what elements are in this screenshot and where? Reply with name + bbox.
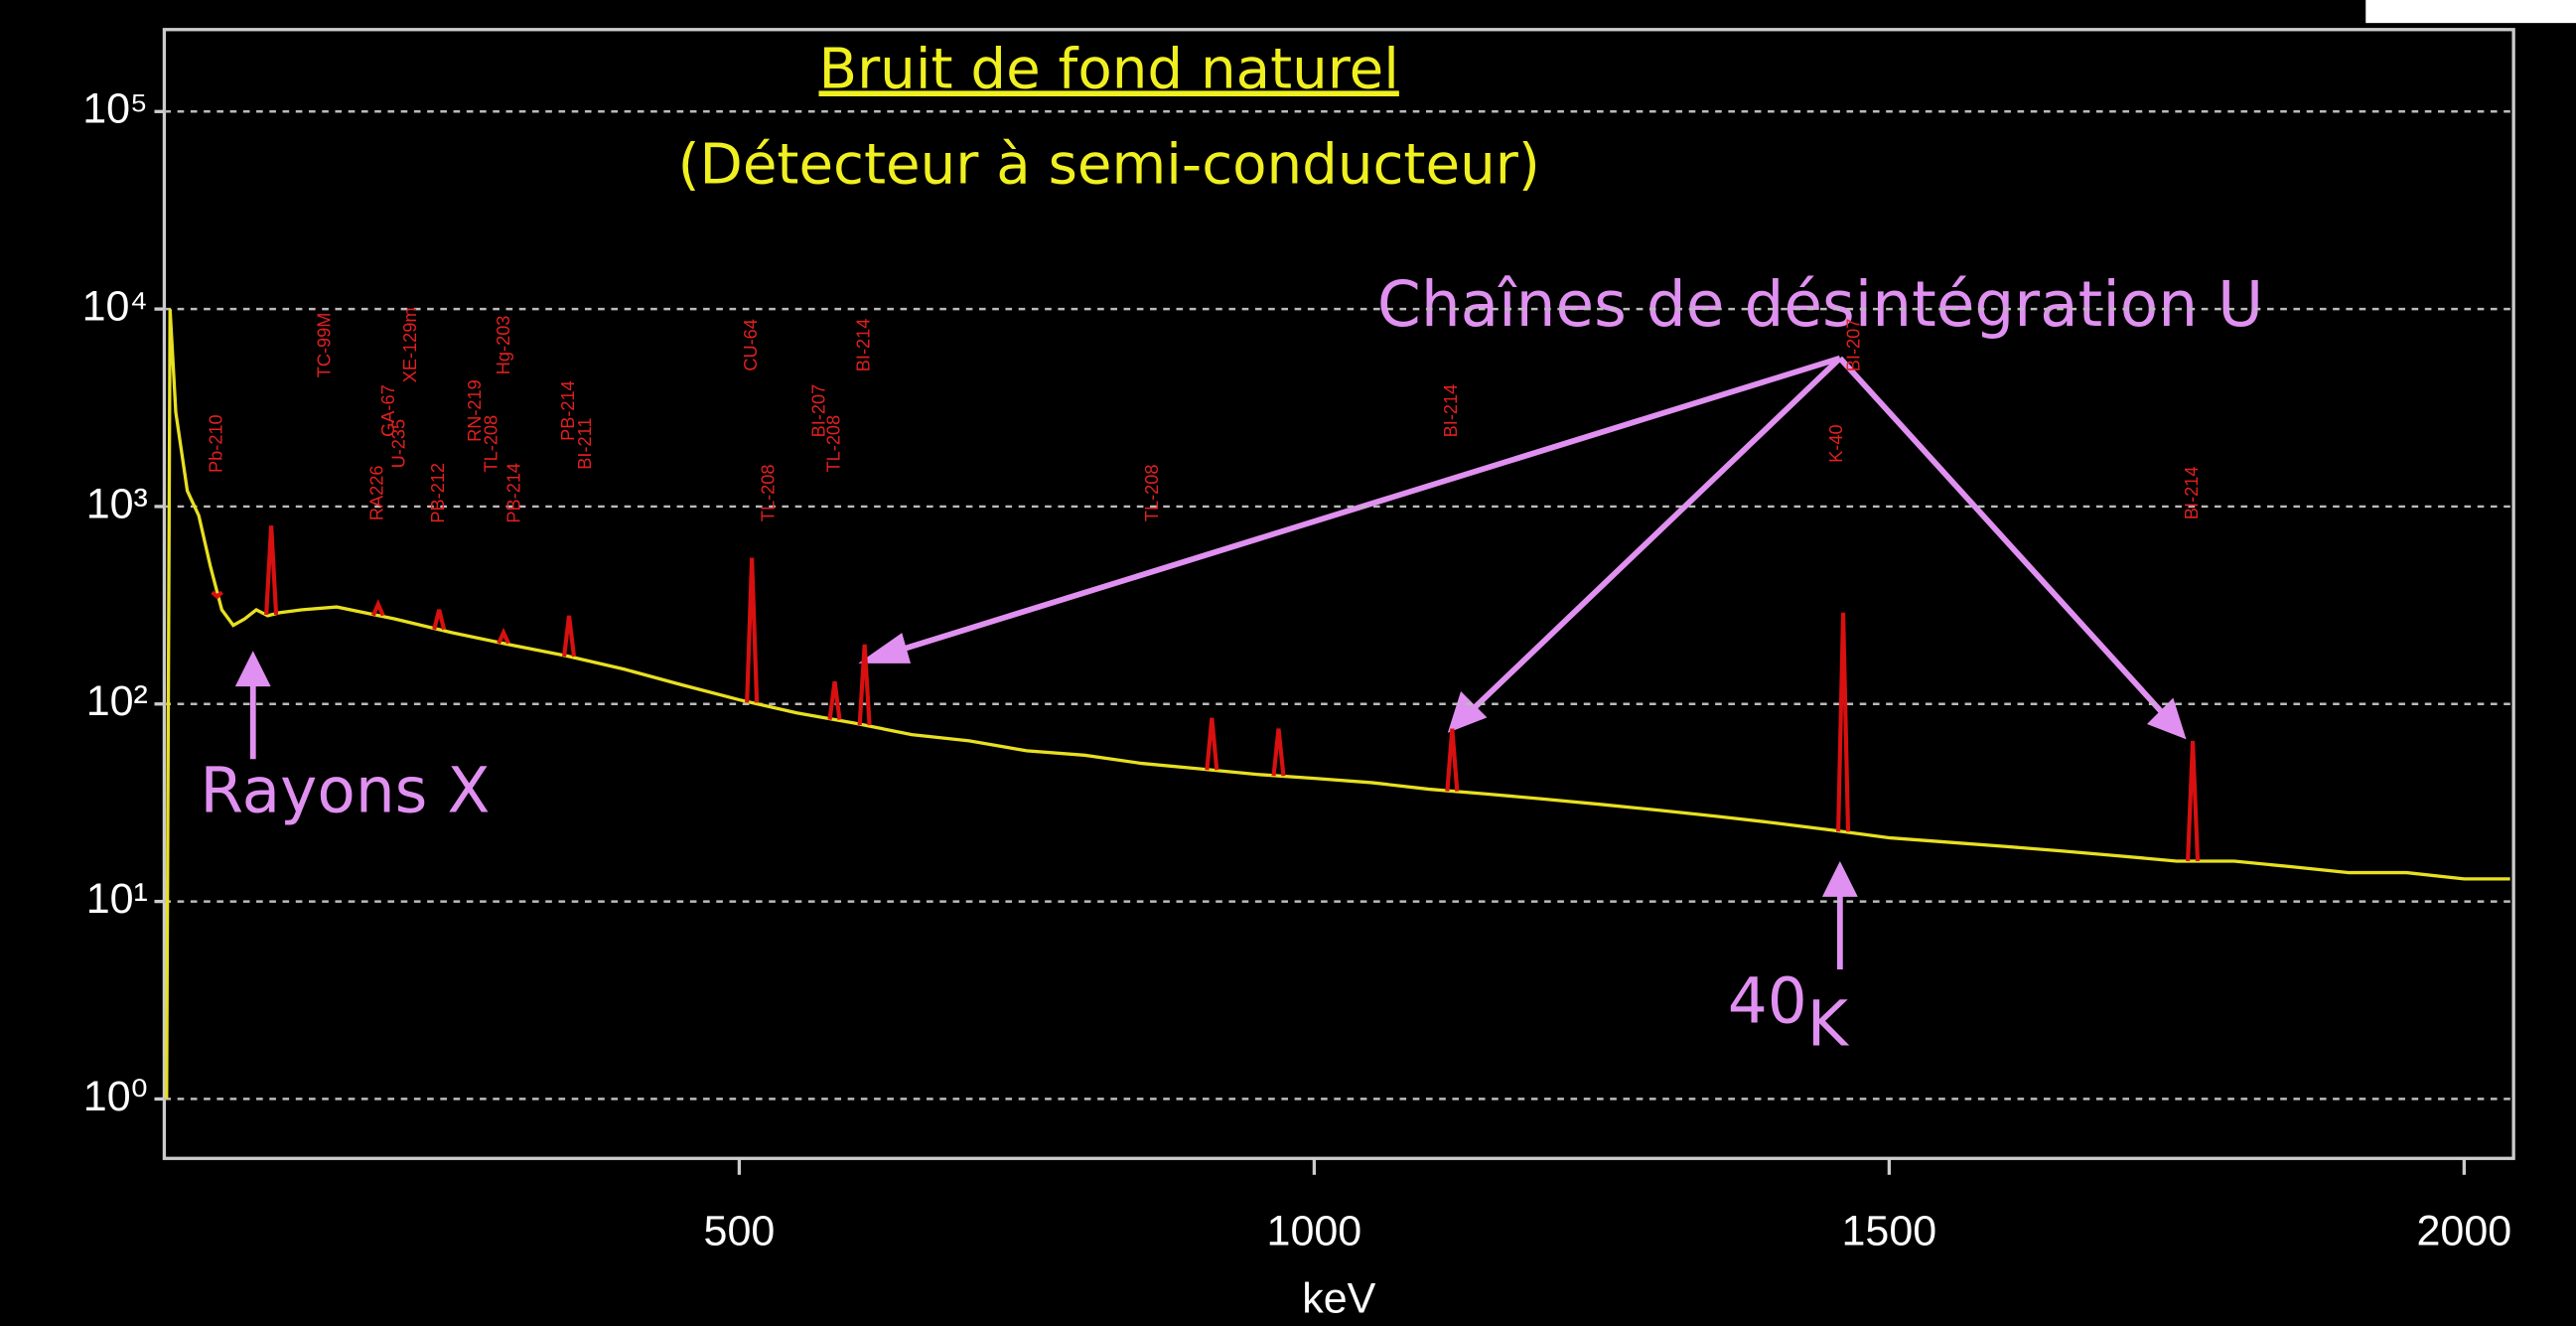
x-tick-label: 1000 [1267, 1208, 1362, 1255]
isotope-label: TL-208 [481, 415, 501, 473]
isotope-label: GA-67 [378, 384, 398, 437]
arrow [1465, 356, 1842, 717]
arrow-head [1447, 690, 1488, 733]
arrow-head [1821, 860, 1858, 897]
peak [745, 557, 760, 703]
annotation: Rayons X [200, 755, 490, 827]
peak [1205, 717, 1219, 771]
isotope-label: TL-208 [758, 464, 778, 521]
peak [211, 590, 224, 600]
isotope-label: TC-99M [314, 313, 334, 378]
isotope-label: BI-214 [1441, 384, 1461, 438]
isotope-label: Pb-210 [207, 414, 226, 473]
y-tick-label: 10⁴ [82, 282, 148, 330]
peak [1445, 728, 1460, 792]
isotope-label: BI-214 [2182, 466, 2202, 519]
peak [264, 525, 279, 616]
y-tick-label: 10⁰ [83, 1073, 148, 1120]
isotope-label: BI-211 [575, 418, 595, 470]
isotope-label: U-235 [389, 419, 409, 469]
x-tick-label: 1500 [1842, 1208, 1937, 1255]
y-tick-label: 10² [86, 677, 148, 725]
chart-title: Bruit de fond naturel [818, 37, 1398, 101]
peak [370, 599, 385, 617]
peak [1836, 612, 1851, 832]
isotope-label: K-40 [1826, 424, 1846, 462]
isotope-label: PB-212 [428, 463, 448, 523]
peak [827, 680, 842, 720]
isotope-label: Hg-203 [494, 316, 513, 375]
isotope-label: CU-64 [741, 319, 761, 371]
peak [562, 615, 577, 658]
peak [432, 609, 447, 631]
annotation: Chaînes de désintégration U [1377, 268, 2263, 341]
isotope-label: BI-214 [853, 319, 873, 372]
y-tick-label: 10⁵ [82, 85, 148, 133]
arrow-head [234, 651, 271, 687]
peak [2186, 740, 2201, 862]
x-axis-label: keV [1302, 1275, 1375, 1323]
isotope-label: RA226 [367, 465, 387, 520]
isotope-label: TL-208 [823, 415, 843, 473]
annotation: 40 [1728, 964, 1807, 1037]
annotation: K [1807, 988, 1850, 1061]
arrow-head [2146, 697, 2187, 740]
y-tick-label: 10¹ [86, 875, 148, 923]
isotope-label: PB-214 [558, 380, 578, 441]
x-tick-label: 2000 [2417, 1208, 2512, 1255]
spectrum-line [165, 309, 2510, 1100]
y-tick-label: 10³ [86, 480, 148, 527]
isotope-label: BI-207 [1843, 319, 1863, 372]
isotope-label: XE-129m [400, 307, 420, 382]
isotope-label: BI-207 [808, 384, 828, 438]
peak [1271, 728, 1286, 777]
isotope-label: RN-219 [465, 379, 485, 442]
arrow-head [858, 633, 912, 663]
chart-subtitle: (Détecteur à semi-conducteur) [678, 132, 1540, 197]
isotope-label: TL-208 [1142, 464, 1162, 521]
top-strip [2365, 0, 2576, 24]
peak [857, 644, 872, 726]
isotope-label: PB-214 [503, 463, 523, 523]
peak [497, 627, 510, 645]
annotation-arrows [234, 355, 2187, 970]
arrow [1837, 356, 2171, 722]
plot-area [162, 28, 2515, 1160]
x-tick-label: 500 [704, 1208, 776, 1255]
